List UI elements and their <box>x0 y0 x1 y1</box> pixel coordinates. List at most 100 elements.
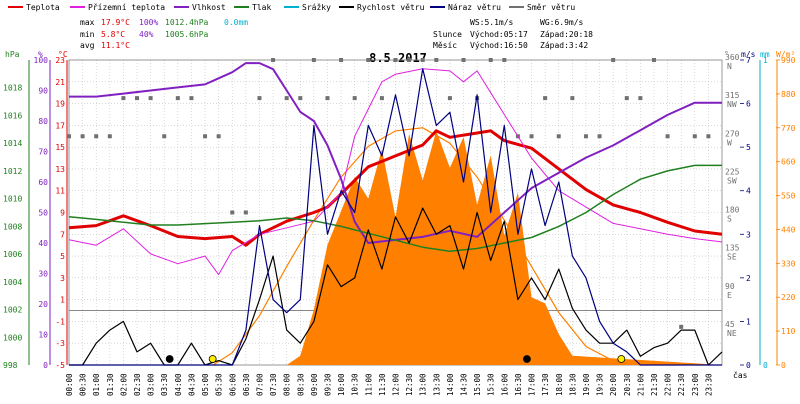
x-tick-label: 13:30 <box>432 373 441 396</box>
axis-title-hpa: hPa <box>5 50 20 59</box>
wind-direction-point <box>352 96 357 101</box>
x-tick-label: 15:00 <box>473 373 482 396</box>
y-tick-hpa: 1008 <box>3 222 22 231</box>
y-tick-dir: 315 <box>725 91 740 100</box>
sun-label: Slunce <box>433 30 462 39</box>
wind-direction-point <box>257 96 262 101</box>
wind-direction-point <box>325 96 330 101</box>
legend-label: Vlhkost <box>192 3 226 12</box>
x-tick-label: 09:30 <box>323 373 332 396</box>
wind-direction-point <box>434 58 439 62</box>
y-tick-dir: 90 <box>725 282 735 291</box>
y-tick-dir-name: E <box>727 291 732 300</box>
y-tick-temp: 9 <box>60 209 65 218</box>
y-tick-rad: 770 <box>781 124 796 133</box>
x-tick-label: 17:00 <box>528 373 537 396</box>
wind-direction-point <box>230 210 235 215</box>
x-tick-label: 22:00 <box>664 373 673 396</box>
x-tick-label: 18:30 <box>568 373 577 396</box>
x-tick-label: 01:00 <box>92 373 101 396</box>
stats-avg-label: avg <box>80 41 95 50</box>
y-tick-ms: 0 <box>746 361 751 370</box>
wind-direction-point <box>447 96 452 101</box>
y-tick-hum: 10 <box>38 331 48 340</box>
wind-direction-point <box>243 210 248 215</box>
y-tick-hum: 80 <box>38 117 48 126</box>
wind-direction-point <box>148 96 153 101</box>
x-tick-label: 16:30 <box>514 373 523 396</box>
x-tick-label: 03:00 <box>147 373 156 396</box>
y-tick-hpa: 1004 <box>3 278 22 287</box>
legend-label: Přízemní teplota <box>88 3 165 12</box>
wind-direction-point <box>529 134 534 139</box>
stats-min-temp: 5.8°C <box>101 30 125 39</box>
y-tick-temp: 1 <box>60 296 65 305</box>
y-tick-dir-name: NE <box>727 329 737 338</box>
y-tick-dir: 270 <box>725 129 740 138</box>
x-tick-label: 02:00 <box>119 373 128 396</box>
y-tick-rad: 110 <box>781 327 796 336</box>
wind-direction-point <box>162 134 167 139</box>
axes: 00:00 00:30 01:00 01:30 02:00 02:30 03:00 03:30… <box>3 53 796 396</box>
stats-min-label: min <box>80 30 95 39</box>
sun-set: Západ:20:18 <box>540 30 593 39</box>
y-tick-ms: 7 <box>746 56 751 65</box>
x-tick-label: 21:30 <box>650 373 659 396</box>
y-tick-hum: 20 <box>38 300 48 309</box>
wind-speed-avg: WS:5.1m/s <box>470 18 514 27</box>
wind-direction-point <box>393 58 398 62</box>
y-tick-rad: 220 <box>781 293 796 302</box>
legend-label: Srážky <box>302 3 331 12</box>
y-tick-hpa: 1018 <box>3 84 22 93</box>
wind-gust-avg: WG:6.9m/s <box>540 18 584 27</box>
x-tick-label: 20:00 <box>609 373 618 396</box>
x-tick-label: 05:30 <box>215 373 224 396</box>
wind-direction-point <box>189 96 194 101</box>
y-tick-rad: 330 <box>781 259 796 268</box>
wind-direction-point <box>203 134 208 139</box>
wind-direction-point <box>175 96 180 101</box>
x-tick-label: 04:00 <box>174 373 183 396</box>
x-tick-label: 08:00 <box>283 373 292 396</box>
wind-direction-point <box>624 96 629 101</box>
x-tick-label: 18:00 <box>555 373 564 396</box>
y-tick-hpa: 1010 <box>3 195 22 204</box>
y-tick-rad: 660 <box>781 158 796 167</box>
x-tick-label: 09:00 <box>310 373 319 396</box>
wind-direction-point <box>692 134 697 139</box>
stats-max-press: 1012.4hPa <box>165 18 209 27</box>
x-tick-label: 20:30 <box>623 373 632 396</box>
y-tick-ms: 4 <box>746 187 751 196</box>
wind-direction-point <box>311 58 316 62</box>
legend-label: Tlak <box>252 3 271 12</box>
legend-label: Směr větru <box>527 3 575 12</box>
wind-direction-point <box>461 58 466 62</box>
y-tick-temp: -5 <box>55 361 65 370</box>
wind-direction-point <box>420 58 425 62</box>
stats-avg-temp: 11.1°C <box>101 41 130 50</box>
moon-rise: Východ:16:50 <box>470 41 528 50</box>
stats-min-press: 1005.6hPa <box>165 30 209 39</box>
y-tick-ms: 1 <box>746 317 751 326</box>
x-tick-label: 06:00 <box>228 373 237 396</box>
x-tick-label: 04:30 <box>187 373 196 396</box>
x-tick-label: 12:00 <box>392 373 401 396</box>
series-line-tlak <box>68 164 722 253</box>
wind-direction-point <box>216 134 221 139</box>
stats-max-temp: 17.9°C <box>101 18 130 27</box>
x-tick-label: 00:00 <box>65 373 74 396</box>
y-tick-temp: -1 <box>55 317 65 326</box>
chart-marks <box>67 58 723 366</box>
x-tick-label: 10:00 <box>337 373 346 396</box>
y-tick-rad: 440 <box>781 225 796 234</box>
axis-title-dir: ° <box>724 50 729 59</box>
wind-direction-point <box>679 324 684 329</box>
wind-direction-point <box>80 134 85 139</box>
stats-max-rain: 0.0mm <box>224 18 248 27</box>
x-tick-label: 13:00 <box>419 373 428 396</box>
y-tick-dir: 180 <box>725 206 740 215</box>
wind-direction-point <box>651 58 656 62</box>
y-tick-dir-name: N <box>727 62 732 71</box>
x-tick-label: 12:30 <box>405 373 414 396</box>
